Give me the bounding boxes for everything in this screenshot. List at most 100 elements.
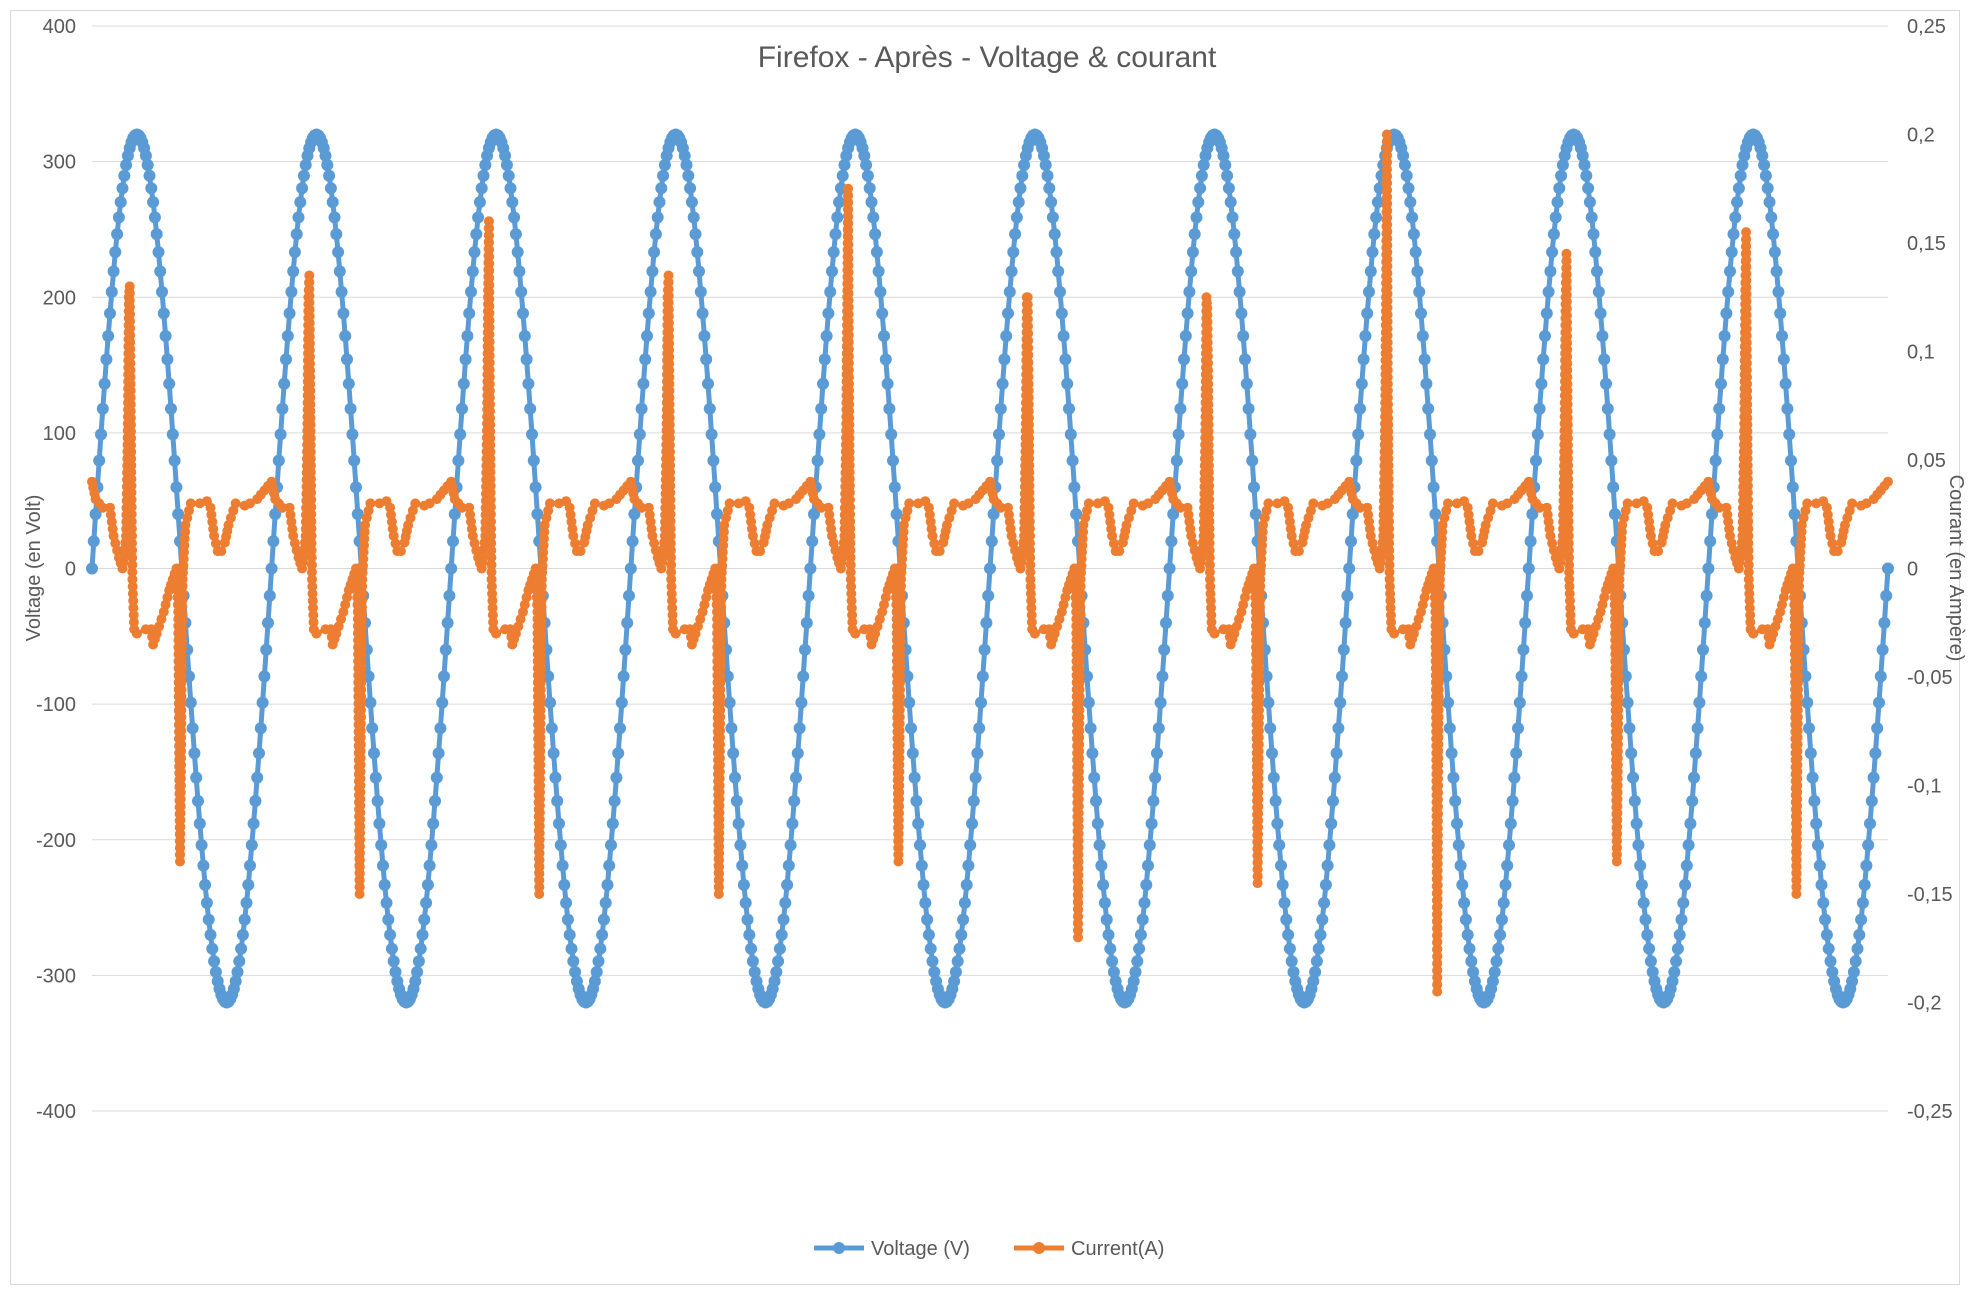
voltage-point: [795, 696, 808, 709]
voltage-point: [1605, 454, 1618, 467]
current-point: [1613, 725, 1624, 736]
current-point: [175, 801, 186, 812]
voltage-point: [1607, 481, 1620, 494]
voltage-point: [468, 246, 481, 259]
voltage-point: [326, 196, 339, 209]
voltage-point: [1009, 228, 1022, 241]
voltage-point: [806, 535, 819, 548]
voltage-point: [1508, 771, 1521, 784]
current-point: [1074, 657, 1085, 668]
current-point: [126, 494, 137, 505]
current-point: [1073, 856, 1084, 867]
voltage-point: [190, 771, 203, 784]
current-point: [895, 602, 906, 612]
current-point: [1074, 725, 1085, 736]
voltage-point: [517, 307, 529, 320]
current-point: [1253, 808, 1264, 819]
voltage-point: [1637, 896, 1650, 909]
voltage-point: [416, 928, 429, 941]
voltage-point: [197, 859, 210, 872]
current-point: [894, 725, 905, 736]
current-point: [1073, 918, 1084, 929]
current-point: [893, 849, 904, 860]
voltage-point: [1734, 169, 1747, 182]
voltage-point: [251, 771, 264, 784]
current-point: [589, 498, 600, 509]
current-point: [1075, 629, 1085, 640]
voltage-point: [808, 508, 820, 521]
voltage-point: [262, 616, 274, 629]
voltage-point: [1716, 353, 1729, 366]
voltage-point: [1063, 402, 1075, 415]
voltage-point: [229, 975, 242, 988]
voltage-point: [152, 246, 165, 259]
voltage-point: [1758, 159, 1771, 171]
voltage-point: [1578, 159, 1591, 171]
current-point: [1382, 247, 1393, 258]
current-point: [124, 302, 135, 313]
voltage-point: [1635, 878, 1648, 891]
current-point: [894, 794, 905, 805]
voltage-point: [1283, 942, 1296, 955]
voltage-point: [565, 942, 578, 955]
voltage-point: [1824, 955, 1837, 968]
current-point: [176, 684, 187, 695]
voltage-point: [145, 182, 158, 195]
voltage-point: [378, 878, 391, 891]
voltage-point: [285, 285, 298, 298]
current-point: [1432, 880, 1443, 890]
current-point: [484, 280, 495, 290]
current-point: [1434, 622, 1445, 633]
current-point: [127, 581, 138, 592]
y2-tick-label: 0: [1907, 559, 1918, 581]
current-point: [1073, 780, 1084, 791]
current-point: [1432, 837, 1443, 848]
voltage-point: [244, 859, 256, 872]
voltage-point: [637, 377, 650, 390]
voltage-point: [147, 196, 160, 209]
voltage-point: [242, 878, 255, 891]
voltage-point: [1847, 966, 1860, 978]
current-point: [1432, 908, 1443, 919]
current-point: [895, 629, 906, 640]
voltage-point: [1174, 402, 1187, 415]
voltage-point: [1862, 839, 1875, 852]
current-point: [1381, 129, 1392, 140]
current-point: [1793, 636, 1804, 647]
y-tick-label: -200: [36, 830, 76, 852]
current-point: [484, 287, 495, 298]
current-point: [484, 294, 495, 305]
current-point: [126, 502, 137, 512]
y-axis-right: 0,25 0,2 0,15 0,1 0,05 0 -0,05 -0,1 -0,15 -0,2 -0,…: [1907, 16, 1953, 1123]
current-point: [1253, 801, 1264, 812]
voltage-point: [475, 182, 488, 195]
voltage-point: [1264, 722, 1277, 735]
current-point: [1382, 372, 1393, 383]
voltage-point: [1052, 265, 1065, 278]
legend-item-current[interactable]: Current(A): [1014, 1238, 1164, 1260]
current-point: [1026, 602, 1037, 613]
voltage-point: [824, 285, 837, 298]
voltage-point: [457, 377, 470, 390]
current-point: [1075, 595, 1086, 606]
current-point: [845, 530, 856, 541]
voltage-point: [364, 696, 377, 709]
voltage-point: [957, 913, 970, 926]
voltage-point: [1725, 246, 1738, 259]
voltage-point: [745, 942, 758, 955]
voltage-point: [258, 670, 271, 683]
voltage-point: [1424, 428, 1436, 441]
voltage-point: [297, 169, 310, 182]
voltage-point: [1246, 454, 1259, 467]
voltage-point: [827, 246, 840, 259]
voltage-point: [633, 428, 646, 441]
voltage-point: [594, 942, 607, 955]
voltage-point: [1553, 182, 1566, 195]
legend-item-voltage[interactable]: Voltage (V): [814, 1238, 970, 1260]
voltage-point: [154, 265, 167, 278]
current-point: [1568, 628, 1579, 639]
current-point: [1741, 323, 1752, 334]
current-point: [487, 610, 498, 620]
voltage-point: [441, 616, 454, 629]
current-point: [665, 509, 676, 520]
